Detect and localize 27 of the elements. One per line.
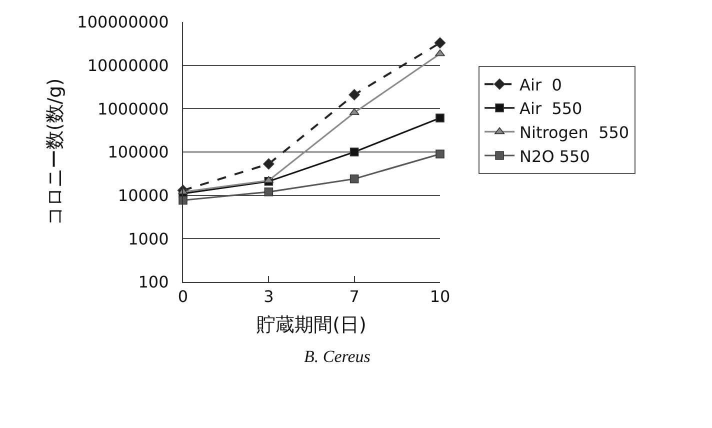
x-axis-title: 貯蔵期間(日) (256, 314, 366, 336)
x-tick-label: 7 (349, 287, 360, 306)
point (348, 89, 360, 100)
x-tick-label: 10 (430, 287, 450, 306)
y-tick-label: 10000 (118, 186, 169, 205)
text: B. Cereus (304, 347, 371, 366)
point (436, 150, 444, 158)
legend-label: Air 550 (520, 99, 582, 118)
y-tick-label: 100000000 (77, 12, 169, 32)
legend-label: N2O 550 (520, 146, 590, 166)
point (264, 188, 274, 196)
point (350, 174, 359, 184)
point (436, 114, 444, 122)
point (263, 158, 274, 170)
point (349, 108, 360, 116)
legend-label: Nitrogen 550 (520, 122, 630, 142)
legend-label: Air 0 (520, 75, 562, 94)
y-tick-label: 1000000 (98, 99, 169, 118)
x-tick-label: 3 (264, 287, 274, 306)
x-tick-label: 0 (178, 287, 188, 306)
y-tick-label: 10000000 (87, 56, 169, 75)
y-tick-label: 100 (138, 272, 169, 292)
point (434, 37, 446, 48)
point (350, 148, 359, 156)
y-tick-label: 1000 (128, 229, 169, 248)
y-tick-label: 100000 (108, 142, 169, 162)
y-axis-title: コロニー数(数/g) (44, 78, 66, 226)
